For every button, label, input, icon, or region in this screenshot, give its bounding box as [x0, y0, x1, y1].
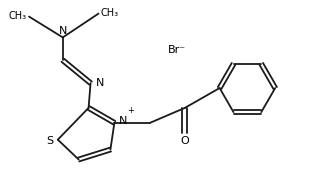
Text: O: O — [180, 136, 189, 146]
Text: Br⁻: Br⁻ — [168, 45, 186, 55]
Text: +: + — [127, 106, 134, 115]
Text: CH₃: CH₃ — [101, 8, 119, 18]
Text: N: N — [96, 78, 104, 88]
Text: N: N — [119, 116, 128, 126]
Text: S: S — [47, 136, 54, 146]
Text: CH₃: CH₃ — [9, 11, 27, 20]
Text: N: N — [59, 27, 67, 36]
